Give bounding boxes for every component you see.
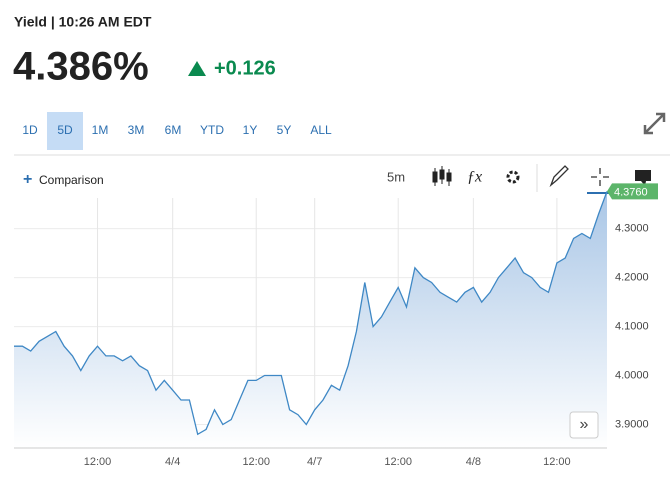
comment-icon[interactable]	[635, 170, 651, 186]
last-price-box	[607, 183, 658, 200]
settings-icon[interactable]	[506, 170, 520, 184]
range-button[interactable]: ALL	[310, 123, 332, 137]
y-tick-label: 4.1000	[615, 320, 649, 332]
range-button[interactable]: YTD	[200, 123, 224, 137]
x-tick-label: 4/7	[307, 456, 322, 468]
change: +0.126	[214, 57, 276, 79]
x-tick-label: 12:00	[543, 456, 571, 468]
x-tick-label: 12:00	[384, 456, 412, 468]
x-tick-label: 12:00	[84, 456, 112, 468]
range-button[interactable]: 5D	[57, 123, 73, 137]
plot: 3.9000 4.0000 4.1000 4.2000 4.3000 12:00 4/4 12…	[14, 183, 658, 468]
y-tick-label: 4.0000	[615, 369, 649, 381]
last-price-label: 4.3760	[614, 186, 648, 198]
up-arrow	[188, 61, 206, 76]
scroll-button[interactable]: »	[569, 411, 599, 439]
range-button[interactable]: 5Y	[277, 123, 292, 137]
quote-label: Yield | 10:26 AM EDT	[14, 14, 152, 30]
expand-icon[interactable]	[643, 112, 666, 135]
y-tick-label: 4.2000	[615, 272, 649, 284]
range-button[interactable]: 1D	[22, 123, 38, 137]
crosshair-icon[interactable]	[591, 168, 609, 186]
range-bar: 1D 5D 1M 3M 6M YTD 1Y 5Y ALL	[22, 112, 332, 150]
comparison-button[interactable]: Comparison	[39, 173, 104, 187]
area	[14, 191, 607, 448]
y-tick-label: 4.3000	[615, 223, 649, 235]
range-button[interactable]: 1Y	[243, 123, 258, 137]
candles-icon[interactable]	[432, 166, 452, 186]
line	[14, 191, 608, 436]
range-button[interactable]: 3M	[128, 123, 145, 137]
range-button[interactable]: 6M	[165, 123, 182, 137]
x-tick-label: 12:00	[242, 456, 270, 468]
x-tick-label: 4/4	[165, 456, 180, 468]
svg-text:»: »	[580, 416, 589, 433]
y-tick-label: 3.9000	[615, 418, 649, 430]
studies-icon[interactable]: ƒx	[467, 169, 482, 186]
draw-icon[interactable]	[549, 165, 569, 188]
price: 4.386%	[13, 45, 149, 89]
range-selected	[47, 112, 83, 150]
range-button[interactable]: 1M	[92, 123, 109, 137]
plus-icon[interactable]: +	[23, 171, 32, 188]
x-tick-label: 4/8	[466, 456, 481, 468]
interval-button[interactable]: 5m	[387, 169, 405, 184]
